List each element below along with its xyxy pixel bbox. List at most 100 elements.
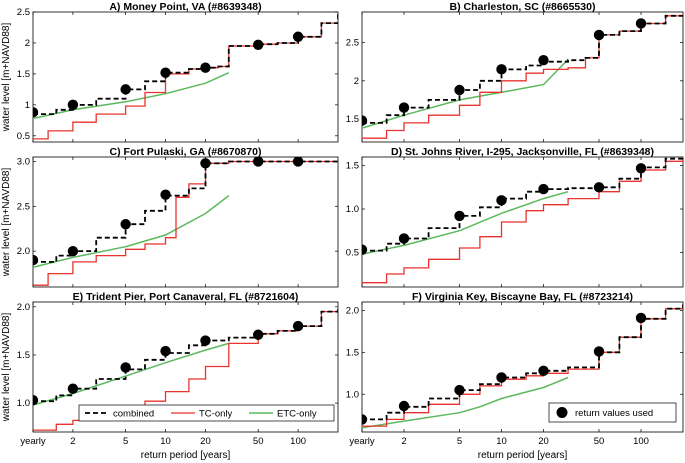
y-tick-label: 2.5	[17, 201, 30, 212]
return-value-marker	[362, 244, 368, 255]
return-value-marker	[292, 157, 304, 167]
return-value-marker	[252, 157, 264, 167]
y-tick-label: 2.0	[346, 305, 359, 316]
axes-frame	[32, 156, 339, 288]
x-tick-label: 50	[594, 436, 605, 447]
y-tick-label: 1.0	[346, 204, 359, 215]
combined-line	[362, 304, 683, 421]
return-value-marker	[454, 210, 465, 222]
y-tick-label: 3.0	[17, 156, 30, 167]
return-value-marker	[398, 233, 410, 244]
return-value-marker	[252, 329, 264, 340]
return-value-marker	[160, 345, 171, 357]
y-axis-label: water level [m+NAVD88]	[1, 168, 12, 278]
y-tick-label: 2.5	[17, 7, 30, 18]
panel-d: D) St. Johns River, I-295, Jacksonville,…	[346, 146, 684, 288]
return-value-marker	[67, 99, 79, 111]
y-axis-label: water level [m+NAVD88]	[1, 313, 12, 423]
return-value-marker	[398, 400, 410, 412]
panel-title: C) Fort Pulaski, GA (#8670870)	[110, 146, 262, 158]
return-value-marker	[398, 102, 410, 113]
panel-a: A) Money Point, VA (#8639348) 0.5 1 1.5 2 2.5…	[1, 1, 339, 143]
return-value-marker	[496, 372, 507, 383]
plot-area	[362, 13, 683, 139]
plot-area	[33, 157, 338, 286]
axes-frame	[361, 11, 684, 143]
x-tick-label: 5	[123, 436, 128, 447]
legend-label-tc: TC-only	[199, 409, 233, 420]
x-axis-label: return period [years]	[141, 450, 231, 461]
plot-area	[33, 13, 338, 140]
x-tick-label: 2	[401, 436, 406, 447]
return-value-marker	[200, 62, 211, 73]
tc-only-line	[362, 304, 683, 427]
legend-markers: return values used	[548, 402, 677, 423]
return-value-marker	[538, 183, 549, 195]
return-value-marker	[593, 182, 605, 193]
return-value-marker	[200, 158, 211, 169]
legend-swatch-markers	[556, 407, 568, 418]
tc-only-line	[33, 160, 338, 286]
return-value-marker	[292, 31, 304, 42]
plot-area	[362, 157, 683, 284]
return-value-marker	[200, 335, 211, 346]
panel-title: F) Virginia Key, Biscayne Bay, FL (#8723…	[412, 291, 633, 303]
x-tick-label: 10	[160, 436, 171, 447]
combined-line	[362, 13, 683, 124]
panel-c: C) Fort Pulaski, GA (#8670870) 2.0 2.5 3.0 w…	[1, 146, 339, 288]
return-value-marker	[362, 414, 368, 425]
return-value-marker	[33, 107, 39, 118]
legend-label-etc: ETC-only	[277, 409, 317, 420]
legend-lines: combined TC-only ETC-only	[78, 404, 335, 422]
legend-label-combined: combined	[113, 409, 154, 420]
y-tick-label: 0.5	[346, 247, 359, 258]
etc-only-line	[33, 195, 230, 269]
plot-area	[362, 304, 683, 429]
return-value-marker	[538, 54, 549, 66]
return-value-marker	[120, 84, 131, 95]
y-tick-label: 1.5	[17, 69, 30, 80]
return-value-marker	[33, 254, 39, 266]
return-value-marker	[120, 219, 131, 230]
etc-only-line	[362, 190, 569, 255]
y-tick-label: 2	[25, 38, 30, 49]
x-tick-label: 100	[633, 436, 649, 447]
return-value-marker	[454, 384, 465, 396]
return-value-marker	[593, 29, 605, 41]
y-tick-label: 1.5	[346, 114, 359, 125]
return-value-marker	[292, 320, 304, 332]
panel-f: F) Virginia Key, Biscayne Bay, FL (#8723…	[346, 291, 684, 461]
etc-only-line	[33, 342, 230, 406]
x-tick-label: 50	[253, 436, 264, 447]
panel-title: A) Money Point, VA (#8639348)	[109, 1, 261, 13]
y-tick-label: 1.5	[346, 161, 359, 172]
legend-box	[78, 404, 335, 422]
x-tick-label: yearly	[349, 436, 375, 447]
return-value-marker	[160, 189, 171, 200]
x-tick-label: 10	[496, 436, 507, 447]
axes-frame	[32, 11, 339, 143]
y-tick-label: 1.0	[17, 398, 30, 409]
return-value-marker	[120, 362, 131, 373]
etc-only-line	[362, 376, 569, 429]
y-tick-label: 0.5	[17, 131, 30, 142]
y-tick-label: 1	[25, 100, 30, 111]
x-tick-label: 2	[70, 436, 75, 447]
return-value-marker	[252, 39, 264, 51]
combined-line	[362, 157, 683, 252]
return-value-marker	[454, 84, 465, 96]
y-tick-label: 1.0	[346, 389, 359, 400]
y-tick-label: 1.5	[346, 347, 359, 358]
return-value-marker	[33, 395, 39, 406]
return-value-marker	[538, 365, 549, 376]
return-value-marker	[593, 346, 605, 357]
x-tick-label: 100	[290, 436, 306, 447]
return-value-marker	[160, 67, 171, 78]
legend-label-markers: return values used	[575, 408, 653, 419]
y-tick-label: 1.5	[17, 350, 30, 361]
return-value-marker	[496, 64, 507, 75]
panel-title: B) Charleston, SC (#8665530)	[450, 1, 596, 13]
return-value-marker	[67, 383, 79, 394]
x-tick-label: yearly	[20, 436, 46, 447]
